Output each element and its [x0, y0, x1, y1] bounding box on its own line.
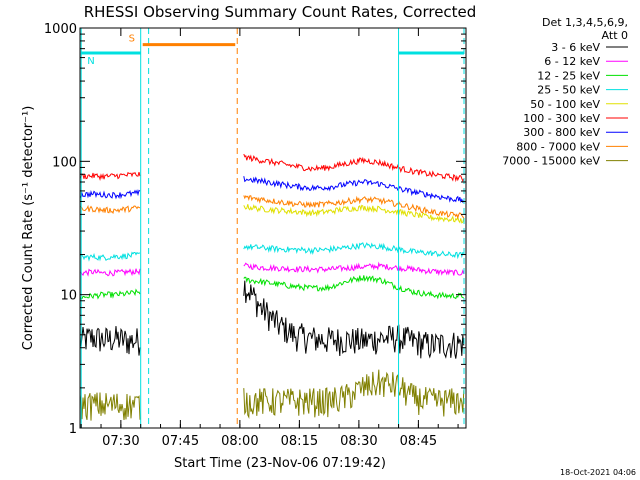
series-line-8-seg1 [79, 392, 141, 421]
y-axis-label: Corrected Count Rate (s⁻¹ detector⁻¹) [21, 106, 36, 351]
legend-label: 12 - 25 keV [537, 69, 600, 82]
series-line-7-seg1 [79, 204, 141, 215]
series-layer [79, 153, 465, 421]
series-line-3-seg1 [79, 251, 141, 262]
series-line-0-seg1 [79, 326, 141, 356]
series-line-8-seg2 [243, 369, 465, 419]
series-line-2-seg2 [243, 275, 464, 300]
y-tick-label: 10 [60, 289, 77, 304]
y-tick-label: 1000 [44, 22, 77, 37]
footer-date: 18-Oct-2021 04:06 [560, 468, 636, 477]
x-tick-label: 08:30 [340, 434, 377, 449]
y-axis-ticks: 1 10 100 1000 [44, 22, 466, 437]
x-tick-label: 08:15 [281, 434, 318, 449]
plot-frame [79, 27, 467, 429]
legend-label: 300 - 800 keV [523, 126, 600, 139]
legend-header-line-2: Att 0 [602, 29, 628, 42]
series-line-2-seg1 [79, 288, 141, 300]
series-line-1-seg1 [80, 268, 141, 277]
x-tick-label: 08:45 [400, 434, 437, 449]
x-tick-label: 07:30 [102, 434, 139, 449]
series-line-6-seg1 [79, 189, 141, 200]
plot-area: SN [79, 27, 467, 429]
series-line-6-seg2 [243, 176, 465, 204]
legend-label: 3 - 6 keV [551, 41, 600, 54]
legend-label: 100 - 300 keV [523, 112, 600, 125]
legend-label: 50 - 100 keV [530, 98, 600, 111]
flag-label: N [87, 56, 94, 67]
x-tick-label: 08:00 [221, 434, 258, 449]
series-line-3-seg2 [243, 242, 465, 260]
y-tick-label: 1 [69, 422, 77, 437]
series-line-7-seg2 [243, 195, 465, 220]
y-tick-label: 100 [52, 155, 77, 170]
series-line-0-seg2 [243, 280, 465, 359]
flags-layer: SN [81, 34, 465, 67]
legend-label: 25 - 50 keV [537, 84, 600, 97]
series-line-5-seg1 [79, 171, 141, 182]
flag-label: S [129, 34, 135, 45]
legend-header-line-1: Det 1,3,4,5,6,9, [542, 16, 628, 29]
series-line-4-seg2 [243, 204, 465, 224]
x-axis-ticks: 07:30 07:45 08:00 08:15 08:30 08:45 [80, 28, 459, 449]
series-line-5-seg2 [243, 153, 465, 183]
x-tick-label: 07:45 [162, 434, 199, 449]
chart-title: RHESSI Observing Summary Count Rates, Co… [84, 3, 477, 21]
markers-layer [80, 28, 465, 428]
legend-label: 800 - 7000 keV [516, 140, 600, 153]
x-axis-label: Start Time (23-Nov-06 07:19:42) [174, 456, 386, 471]
legend-label: 7000 - 15000 keV [502, 155, 600, 168]
series-line-1-seg2 [243, 261, 465, 276]
legend-label: 6 - 12 keV [544, 55, 600, 68]
